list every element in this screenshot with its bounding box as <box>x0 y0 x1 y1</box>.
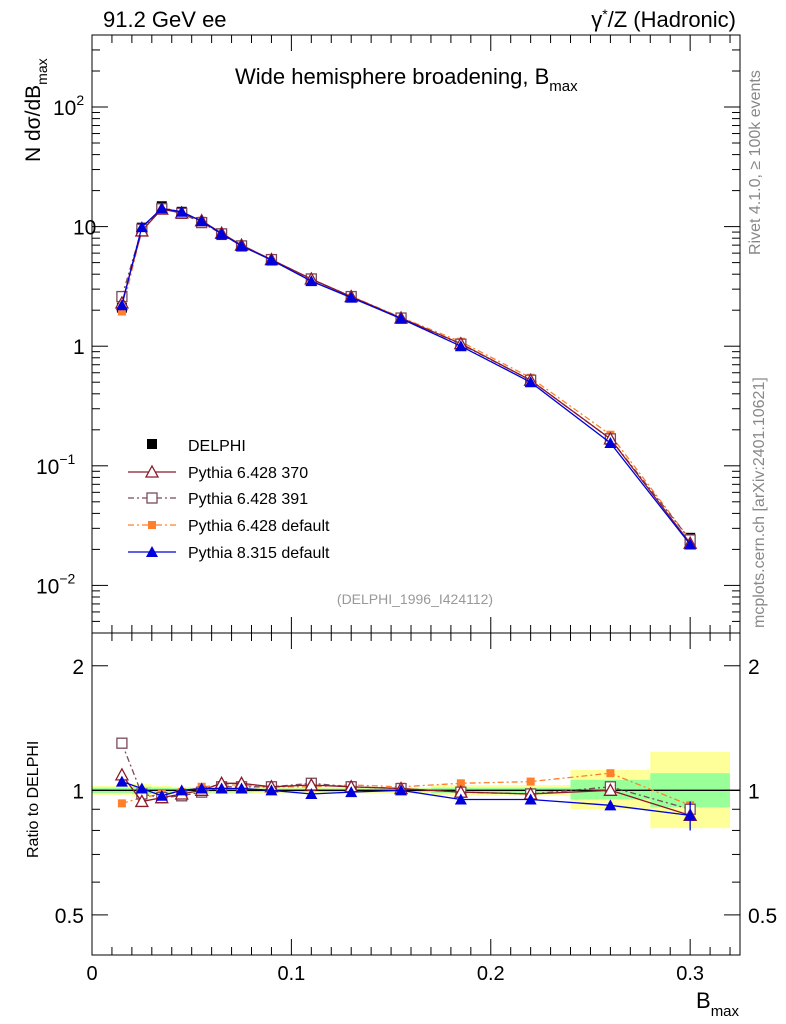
main-y-tick-label: 1 <box>73 336 85 359</box>
ratio-frame <box>91 632 741 956</box>
ratio-series <box>114 737 698 831</box>
main-series <box>114 201 698 550</box>
pdef-point <box>117 307 126 316</box>
main-ylabel: N dσ/dBmax <box>22 58 50 162</box>
legend-p370-label: Pythia 6.428 370 <box>188 465 308 482</box>
ratio-p8-point <box>135 782 148 794</box>
analysis-tag: (DELPHI_1996_I424112) <box>337 591 493 607</box>
ratio-p8-point <box>345 786 358 798</box>
ratio-p8-point <box>524 793 537 805</box>
main-title-text: Wide hemisphere broadening, B <box>235 64 549 89</box>
p8-point <box>345 291 358 303</box>
ratio-pdef-point <box>456 779 465 788</box>
p8-point <box>175 205 188 217</box>
main-y-tick-base: 10 <box>73 217 96 240</box>
legend-p8-label: Pythia 8.315 default <box>188 545 330 562</box>
ratio-x-tick-label: 0 <box>86 963 97 985</box>
legend-p370-marker <box>144 464 160 478</box>
mcplots-label: mcplots.cern.ch [arXiv:2401.10621] <box>751 377 768 628</box>
ratio-p8-point <box>175 784 188 796</box>
legend-delphi-marker <box>147 439 157 449</box>
main-y-tick-label: 10 <box>73 217 96 240</box>
ratio-p8-point <box>115 775 128 787</box>
energy-label: 91.2 GeV ee <box>103 7 227 32</box>
main-title: Wide hemisphere broadening, Bmax <box>235 64 578 95</box>
p8-point <box>135 221 148 233</box>
p8-point <box>524 376 537 388</box>
p8-point <box>155 202 168 214</box>
p8-point <box>604 437 617 449</box>
p8-point <box>235 239 248 251</box>
p8-point <box>454 340 467 352</box>
ratio-p8-point <box>235 782 248 794</box>
main-y-tick-exp: 2 <box>76 92 84 108</box>
ratio-p8-point <box>195 782 208 794</box>
main-frame <box>91 34 741 634</box>
ratio-p8-point <box>395 784 408 796</box>
main-y-tick-exp: −2 <box>59 570 75 586</box>
ratio-y-tick-label: 1 <box>72 780 84 803</box>
p8-point <box>215 227 228 239</box>
main-title-sub: max <box>549 78 578 95</box>
ratio-p8-point <box>604 799 617 811</box>
legend-p391-marker <box>146 492 158 504</box>
ratio-p8-point <box>215 782 228 794</box>
process-rest: /Z (Hadronic) <box>608 7 736 32</box>
ratio-x-tick-label: 0.3 <box>676 963 704 985</box>
legend-p8-marker <box>146 546 158 557</box>
legend-pdef-label: Pythia 6.428 default <box>188 518 330 535</box>
process-gamma: γ <box>591 7 602 32</box>
main-ylabel-sub: max <box>34 58 50 84</box>
ratio-y-tick-label-right: 0.5 <box>748 905 777 928</box>
legend: DELPHI Pythia 6.428 370 Pythia 6.428 391… <box>128 438 330 562</box>
ratio-ylabel: Ratio to DELPHI <box>25 741 42 858</box>
ratio-x-tick-label: 0.2 <box>477 963 505 985</box>
ratio-y-tick-label: 2 <box>72 656 84 679</box>
rivet-version-label: Rivet 4.1.0, ≥ 100k events <box>747 70 764 255</box>
ratio-y-tick-label-right: 1 <box>748 780 760 803</box>
main-y-tick-label: 102 <box>53 92 84 120</box>
ratio-p8-point <box>454 793 467 805</box>
ratio-p8-point <box>155 789 168 801</box>
ratio-p391-point <box>116 737 128 749</box>
process-star: * <box>602 6 608 22</box>
main-ylabel-text: N dσ/dB <box>22 85 45 162</box>
main-y-tick-label: 10−2 <box>36 570 76 598</box>
ratio-x-tick-label: 0.1 <box>277 963 305 985</box>
main-y-tick-exp: −1 <box>59 451 75 467</box>
legend-pdef-marker <box>148 521 156 529</box>
p8-point <box>115 299 128 311</box>
ratio-xlabel: Bmax <box>696 988 740 1020</box>
main-y-tick-base: 10 <box>36 456 59 479</box>
ratio-pdef-point <box>526 777 535 786</box>
legend-p391-label: Pythia 6.428 391 <box>188 491 308 508</box>
ratio-p8-point <box>265 784 278 796</box>
ratio-p8-point <box>305 787 318 799</box>
main-y-tick-base: 1 <box>73 336 85 359</box>
p8-point <box>195 215 208 227</box>
main-y-tick-base: 10 <box>36 575 59 598</box>
main-y-tick-label: 10−1 <box>36 451 76 479</box>
ratio-xlabel-sub: max <box>711 1003 740 1020</box>
process-label: γ*/Z (Hadronic) <box>591 6 736 32</box>
ratio-xlabel-text: B <box>696 988 711 1013</box>
ratio-ticks: 0.5 0.5 1 1 2 2 0 0.1 0.2 0.3 <box>55 633 777 985</box>
ratio-pdef-point <box>117 799 126 808</box>
ratio-p370-point <box>603 782 618 796</box>
p8-point <box>684 538 697 550</box>
legend-delphi-label: DELPHI <box>188 438 246 455</box>
main-y-tick-base: 10 <box>53 97 76 120</box>
ratio-y-tick-label-right: 2 <box>748 656 760 679</box>
ratio-pdef-point <box>606 769 615 778</box>
series-line-pdef <box>121 206 691 541</box>
ratio-y-tick-label: 0.5 <box>55 905 84 928</box>
ratio-p370-point <box>134 794 149 808</box>
p8-point <box>305 275 318 287</box>
p8-point <box>395 312 408 324</box>
p8-point <box>265 254 278 266</box>
